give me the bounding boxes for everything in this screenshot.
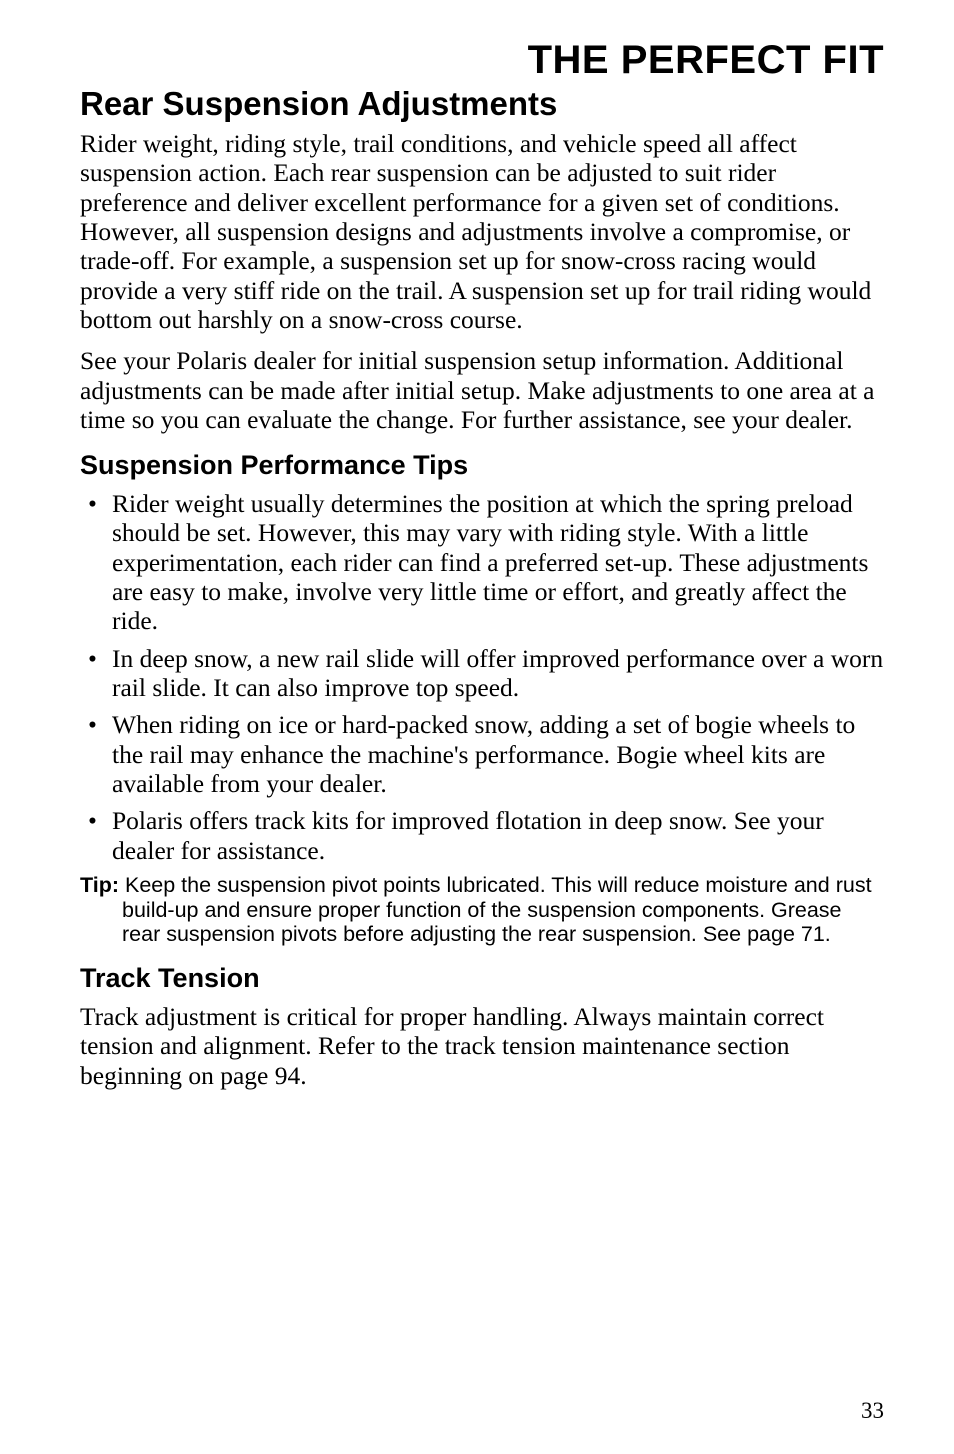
list-item: Rider weight usually determines the posi…	[80, 489, 884, 636]
page-number: 33	[861, 1398, 884, 1424]
track-body: Track adjustment is critical for proper …	[80, 1002, 884, 1090]
intro-paragraph-2: See your Polaris dealer for initial susp…	[80, 346, 884, 434]
section-title: Rear Suspension Adjustments	[80, 85, 884, 123]
main-title: THE PERFECT FIT	[80, 38, 884, 83]
list-item: When riding on ice or hard-packed snow, …	[80, 710, 884, 798]
list-item: Polaris offers track kits for improved f…	[80, 806, 884, 865]
tips-heading: Suspension Performance Tips	[80, 450, 884, 481]
track-heading: Track Tension	[80, 963, 884, 994]
list-item: In deep snow, a new rail slide will offe…	[80, 644, 884, 703]
tip-text: Keep the suspension pivot points lubrica…	[122, 873, 872, 946]
tip-label: Tip:	[80, 873, 119, 897]
document-page: THE PERFECT FIT Rear Suspension Adjustme…	[0, 0, 954, 1454]
tip-callout: Tip: Keep the suspension pivot points lu…	[80, 873, 884, 947]
intro-paragraph-1: Rider weight, riding style, trail condit…	[80, 129, 884, 334]
tips-list: Rider weight usually determines the posi…	[80, 489, 884, 865]
